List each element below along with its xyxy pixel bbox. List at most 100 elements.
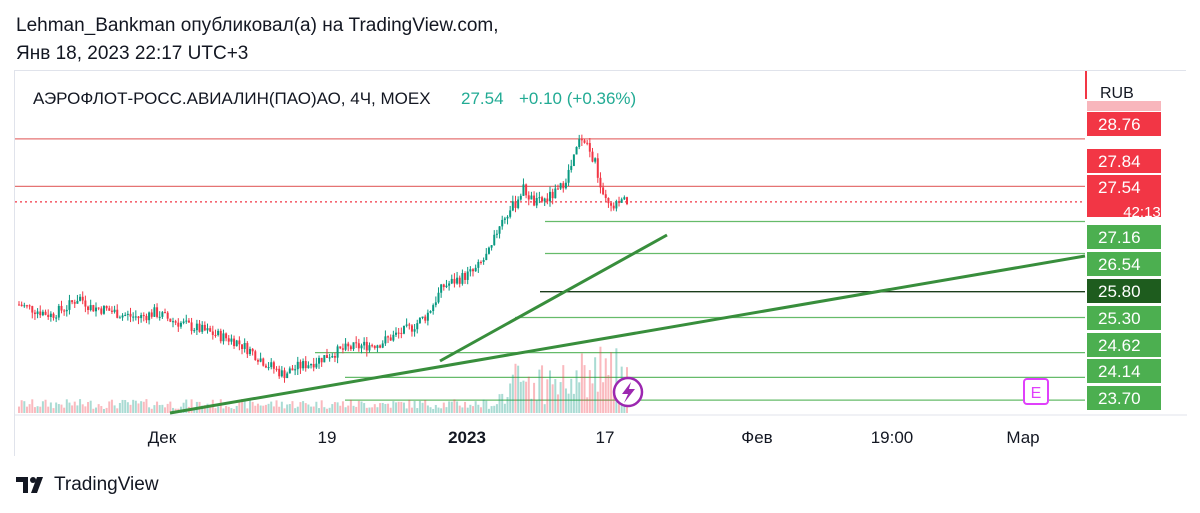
volume-bar xyxy=(73,401,76,413)
candle xyxy=(485,248,488,261)
price-change: +0.10 (+0.36%) xyxy=(519,89,636,108)
footer-brand[interactable]: TradingView xyxy=(16,474,159,496)
volume-bar xyxy=(288,404,291,413)
volume-bar xyxy=(594,357,597,413)
volume-bar xyxy=(469,404,472,413)
candle xyxy=(493,230,496,246)
candle xyxy=(148,311,151,325)
price-tag[interactable]: 24.62 xyxy=(1087,333,1161,357)
volume-bar xyxy=(209,407,212,413)
price-chart[interactable]: АЭРОФЛОТ-РОСС.АВИАЛИН(ПАО)АО, 4Ч, MOEX 2… xyxy=(15,71,1187,457)
volume-bar xyxy=(344,407,347,413)
candle xyxy=(527,191,530,206)
trendline-short[interactable] xyxy=(439,233,668,363)
volume-bar xyxy=(270,401,273,413)
candle xyxy=(615,199,618,212)
candle xyxy=(365,337,368,357)
tradingview-logo-icon xyxy=(16,477,43,493)
candle xyxy=(392,330,395,342)
volume-bar xyxy=(134,400,137,413)
volume-bar xyxy=(604,358,607,413)
candle xyxy=(416,319,419,334)
price-tag[interactable]: 26.54 xyxy=(1087,252,1161,276)
candle xyxy=(482,257,485,265)
currency-label: RUB xyxy=(1100,85,1134,102)
volume-bar xyxy=(110,399,113,413)
candle xyxy=(195,319,198,336)
volume-bar xyxy=(416,408,419,413)
volume-bar xyxy=(514,363,517,413)
volume-bar xyxy=(564,388,567,413)
candle xyxy=(371,343,374,348)
candle xyxy=(113,305,116,314)
candle xyxy=(442,283,445,291)
candle xyxy=(307,361,310,369)
price-tag[interactable]: 27.84 xyxy=(1087,149,1161,173)
price-tag-label: 24.14 xyxy=(1098,362,1141,381)
candle xyxy=(142,312,145,322)
volume-bar xyxy=(525,381,528,413)
candle xyxy=(610,201,613,212)
candle xyxy=(570,159,573,173)
candle xyxy=(193,327,196,333)
price-tag-label: 27.84 xyxy=(1098,152,1141,171)
volume-bar xyxy=(272,406,275,413)
price-tag[interactable]: 25.30 xyxy=(1087,306,1161,330)
volume-bar xyxy=(535,400,538,413)
dividend-event-icon[interactable] xyxy=(612,376,644,408)
candle xyxy=(437,287,440,304)
candle xyxy=(116,304,119,319)
volume-bar xyxy=(116,408,119,413)
price-tag[interactable]: 23.70 xyxy=(1087,386,1161,410)
candle xyxy=(25,304,28,309)
volume-bar xyxy=(156,401,159,413)
volume-bar xyxy=(610,352,613,413)
volume-bar xyxy=(118,402,121,413)
volume-bar xyxy=(328,407,331,413)
chart-frame[interactable]: АЭРОФЛОТ-РОСС.АВИАЛИН(ПАО)АО, 4Ч, MOEX 2… xyxy=(14,70,1187,457)
candle xyxy=(275,366,278,372)
candle xyxy=(198,320,201,333)
volume-bar xyxy=(121,399,124,413)
candle xyxy=(408,322,411,330)
candle xyxy=(469,266,472,277)
candle xyxy=(121,313,124,321)
candle xyxy=(424,314,427,324)
trendline-long[interactable] xyxy=(169,254,1086,415)
volume-bar xyxy=(150,408,153,413)
candle xyxy=(525,183,528,199)
volume-bar xyxy=(387,403,390,413)
earnings-event-icon[interactable]: E xyxy=(1023,378,1049,405)
candle xyxy=(339,346,342,350)
volume-bar xyxy=(238,400,241,413)
candle xyxy=(599,172,602,194)
volume-bar xyxy=(487,408,490,413)
price-tag[interactable]: 28.76 xyxy=(1087,112,1161,136)
candle xyxy=(267,362,270,371)
candle xyxy=(559,182,562,190)
volume-bar xyxy=(164,407,167,413)
candle xyxy=(572,154,575,167)
time-axis: Дек 19 2023 17 Фев 19:00 Мар xyxy=(15,414,1187,447)
volume-bar xyxy=(97,404,100,413)
price-tag[interactable]: 24.14 xyxy=(1087,359,1161,383)
volume-bar xyxy=(129,404,132,413)
volume-bar xyxy=(227,406,230,413)
price-tag[interactable]: 27.16 xyxy=(1087,225,1161,249)
candle xyxy=(137,316,140,325)
candle xyxy=(286,371,289,379)
volume-bar xyxy=(126,402,129,413)
volume-bar xyxy=(81,404,84,413)
candle xyxy=(410,324,413,337)
price-tag[interactable]: 25.80 xyxy=(1087,279,1161,303)
price-tag[interactable]: 27.54 xyxy=(1087,175,1161,217)
candle xyxy=(49,311,52,322)
volume-bar xyxy=(100,406,103,413)
candle xyxy=(294,364,297,376)
volume-bar xyxy=(185,399,188,413)
candle xyxy=(18,301,20,306)
volume-bar xyxy=(477,404,480,413)
candle xyxy=(39,305,42,318)
volume-bar xyxy=(615,348,618,413)
volume-bar xyxy=(79,399,82,413)
